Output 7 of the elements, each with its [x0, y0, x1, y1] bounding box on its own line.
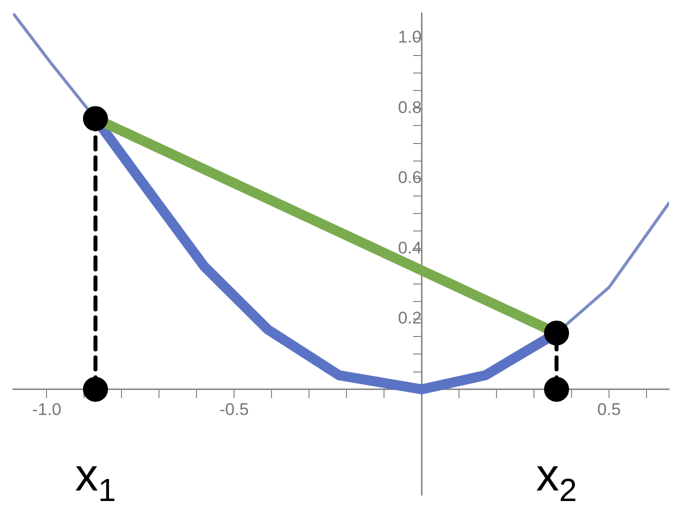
y-tick-label: 0.8 — [398, 98, 422, 117]
x-tick-label: -0.5 — [220, 400, 249, 420]
x-tick-label: 0.5 — [597, 400, 621, 420]
y-tick-label: 0.2 — [398, 308, 422, 328]
y-tick-label: 1.0 — [398, 27, 422, 46]
y-tick-label: 0.6 — [398, 168, 422, 188]
x-tick-label: -1.0 — [32, 400, 62, 420]
